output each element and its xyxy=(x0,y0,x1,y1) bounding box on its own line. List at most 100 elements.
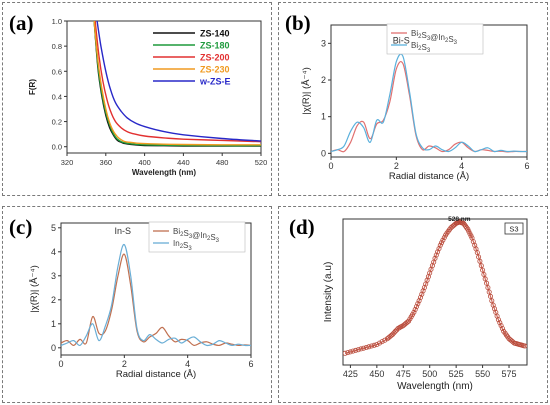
x-tick-label: 360 xyxy=(100,158,113,167)
y-axis-label: |χ(R)| (Å⁻⁴) xyxy=(301,67,312,115)
data-point xyxy=(497,320,503,326)
legend-label: w-ZS-E xyxy=(199,77,231,87)
legend-label: ZS-140 xyxy=(200,29,230,39)
data-point xyxy=(374,342,380,348)
chart-b: 0 2 4 6 0 1 2 3 Radial distance (Å) |χ(R)| (Å⁻⁴) B… xyxy=(301,23,530,182)
x-tick-label: 6 xyxy=(248,359,253,369)
plot-frame xyxy=(66,20,262,154)
x-tick-label: 550 xyxy=(475,369,490,379)
series-group xyxy=(61,243,251,347)
data-point xyxy=(482,276,488,282)
data-point xyxy=(350,348,356,354)
y-tick-label: 4 xyxy=(51,247,56,257)
y-tick-label: 0.0 xyxy=(52,143,62,152)
legend-box xyxy=(504,222,524,235)
panel-d: 425 450 475 500 525 550 575 Wavelength (nm) Inte… xyxy=(278,206,548,403)
x-axis-label: Radial distance (Å) xyxy=(389,171,469,182)
y-tick-label: 0.8 xyxy=(52,42,62,51)
data-point xyxy=(369,343,375,349)
data-point xyxy=(437,242,443,248)
series-line xyxy=(94,21,261,143)
y-tick-label: 5 xyxy=(51,223,56,233)
data-point xyxy=(363,344,369,350)
series-line xyxy=(331,61,527,153)
y-tick-label: 0.4 xyxy=(52,92,62,101)
x-tick-label: 425 xyxy=(343,369,358,379)
data-point xyxy=(439,240,445,246)
x-axis-label: Wavelength (nm) xyxy=(132,168,196,177)
chart-c: 0 2 4 6 0 1 2 3 4 5 Radial distance (Å) |χ(R)| (Å⁻⁴… xyxy=(29,221,254,380)
data-point xyxy=(377,340,383,346)
panel-a: 320 360 400 440 480 520 0.0 0.2 0.4 0.6 0.8 1.0 Wave… xyxy=(2,2,272,196)
y-tick-label: 2 xyxy=(321,75,326,85)
x-tick-label: 0 xyxy=(58,359,63,369)
legend-label: S3 xyxy=(509,225,518,234)
data-point xyxy=(404,319,410,325)
plot-frame xyxy=(342,218,528,366)
panel-label-b: (b) xyxy=(285,11,311,35)
data-point xyxy=(358,346,364,352)
data-point xyxy=(522,343,527,349)
series-group xyxy=(331,53,527,153)
data-point xyxy=(495,317,501,323)
y-axis-label: F(R) xyxy=(28,79,37,95)
data-point xyxy=(411,309,417,315)
data-point xyxy=(440,237,446,243)
x-tick-label: 520 xyxy=(255,158,268,167)
legend-label: ZS-230 xyxy=(200,65,230,75)
data-point xyxy=(392,328,398,334)
data-point xyxy=(391,330,397,336)
data-point xyxy=(478,263,484,269)
x-axis-label: Radial distance (Å) xyxy=(116,369,196,380)
y-tick-label: 3 xyxy=(51,271,56,281)
data-point xyxy=(486,289,492,295)
y-tick-label: 0 xyxy=(51,343,56,353)
y-tick-label: 0.2 xyxy=(52,118,62,127)
series-line xyxy=(344,221,526,354)
series-group xyxy=(93,21,261,147)
x-tick-label: 475 xyxy=(396,369,411,379)
data-point xyxy=(412,307,418,313)
panel-c: 0 2 4 6 0 1 2 3 4 5 Radial distance (Å) |χ(R)| (Å⁻⁴… xyxy=(2,206,272,403)
y-tick-label: 1 xyxy=(321,112,326,122)
data-point xyxy=(476,254,482,260)
peak-annotation: 528 nm xyxy=(448,216,471,223)
data-point xyxy=(474,250,480,256)
data-point xyxy=(353,347,359,353)
series-line xyxy=(331,53,527,153)
data-point xyxy=(382,337,388,343)
y-tick-label: 2 xyxy=(51,295,56,305)
data-point xyxy=(480,267,486,273)
data-point xyxy=(347,349,353,355)
panel-label-c: (c) xyxy=(9,215,33,239)
x-tick-label: 320 xyxy=(61,158,74,167)
y-tick-label: 1.0 xyxy=(52,17,62,26)
data-point xyxy=(499,326,505,332)
peak-annotation: Bi-S xyxy=(393,35,410,45)
series-line xyxy=(61,243,251,347)
x-tick-label: 6 xyxy=(524,161,529,171)
data-point xyxy=(498,323,504,329)
y-axis-label: |χ(R)| (Å⁻⁴) xyxy=(29,265,40,313)
data-point xyxy=(366,344,372,350)
x-tick-label: 0 xyxy=(328,161,333,171)
data-point xyxy=(484,280,490,286)
data-point xyxy=(371,342,377,348)
data-point xyxy=(390,331,396,337)
x-tick-label: 4 xyxy=(185,359,190,369)
series-group xyxy=(343,219,527,356)
data-point xyxy=(419,291,425,297)
data-point xyxy=(388,332,394,338)
x-tick-label: 440 xyxy=(177,158,190,167)
data-point xyxy=(464,225,470,231)
panel-label-d: (d) xyxy=(289,215,315,239)
chart-d: 425 450 475 500 525 550 575 Wavelength (nm) Inte… xyxy=(323,216,528,392)
y-tick-label: 1 xyxy=(51,319,56,329)
data-point xyxy=(361,345,367,351)
data-point xyxy=(436,246,442,252)
data-point xyxy=(481,272,487,278)
data-point xyxy=(417,295,423,301)
series-line xyxy=(93,21,261,147)
chart-a: 320 360 400 440 480 520 0.0 0.2 0.4 0.6 0.8 1.0 Wave… xyxy=(28,17,268,177)
x-tick-label: 4 xyxy=(459,161,464,171)
